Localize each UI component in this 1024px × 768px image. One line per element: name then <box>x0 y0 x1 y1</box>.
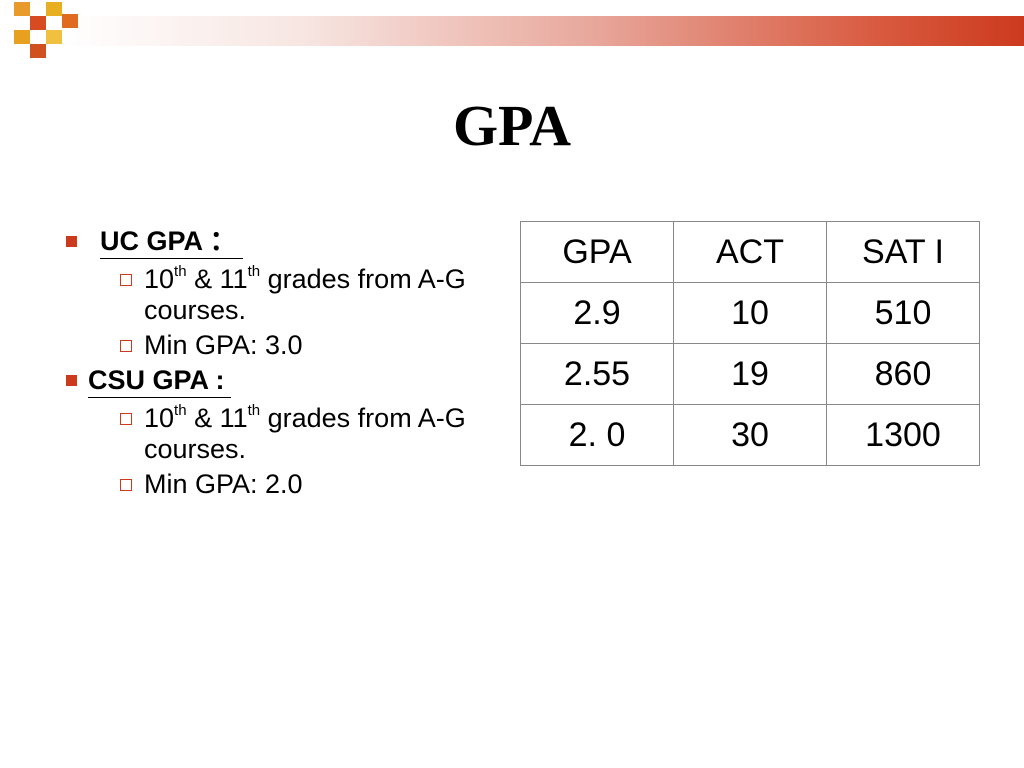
grades-text: grades from A-G courses. <box>144 403 466 464</box>
table-header-cell: SAT I <box>826 221 980 283</box>
bullet-heading: CSU GPA : <box>88 363 231 398</box>
bullet-uc-gpa: UC GPA ： <box>58 222 508 260</box>
ordinal-suffix: th <box>174 263 187 280</box>
hollow-square-icon <box>120 479 132 491</box>
table-cell: 2.55 <box>520 343 674 405</box>
table-cell: 19 <box>673 343 827 405</box>
slide-title: GPA <box>452 93 572 158</box>
grade-number: & 11 <box>186 403 248 433</box>
hollow-square-icon <box>120 413 132 425</box>
grade-number: & 11 <box>186 264 248 294</box>
ordinal-suffix: th <box>174 402 187 419</box>
table-row: 2.9 10 510 <box>520 282 980 344</box>
sub-bullet-grades: 10th & 11th grades from A-G courses. <box>58 403 508 465</box>
hollow-square-icon <box>120 274 132 286</box>
checker-logo <box>0 0 80 64</box>
ordinal-suffix: th <box>247 263 261 280</box>
sub-bullet-grades: 10th & 11th grades from A-G courses. <box>58 264 508 326</box>
sub-bullet-min-gpa: Min GPA: 3.0 <box>58 330 508 361</box>
grade-number: 10 <box>144 403 175 433</box>
table-cell: 2. 0 <box>520 404 674 466</box>
sub-bullet-min-gpa: Min GPA: 2.0 <box>58 469 508 500</box>
header-gradient-band <box>60 16 1024 46</box>
bullet-list: UC GPA ： 10th & 11th grades from A-G cou… <box>58 222 508 500</box>
table-header-cell: GPA <box>520 221 674 283</box>
gpa-table: GPA ACT SAT I 2.9 10 510 2.55 19 860 2. … <box>520 221 980 466</box>
min-gpa-text: Min GPA: 2.0 <box>144 469 303 499</box>
table-row: 2. 0 30 1300 <box>520 404 980 466</box>
square-bullet-icon <box>66 375 77 386</box>
grade-number: 10 <box>144 264 175 294</box>
hollow-square-icon <box>120 340 132 352</box>
square-bullet-icon <box>66 236 77 247</box>
bullet-heading: UC GPA ： <box>100 224 243 259</box>
table-cell: 1300 <box>826 404 980 466</box>
bullet-csu-gpa: CSU GPA : <box>58 361 508 399</box>
table-header-row: GPA ACT SAT I <box>520 221 980 283</box>
table-cell: 10 <box>673 282 827 344</box>
table-cell: 30 <box>673 404 827 466</box>
min-gpa-text: Min GPA: 3.0 <box>144 330 303 360</box>
table-cell: 860 <box>826 343 980 405</box>
ordinal-suffix: th <box>247 402 261 419</box>
table-header-cell: ACT <box>673 221 827 283</box>
table-cell: 2.9 <box>520 282 674 344</box>
grades-text: grades from A-G courses. <box>144 264 466 325</box>
table-cell: 510 <box>826 282 980 344</box>
table-row: 2.55 19 860 <box>520 343 980 405</box>
